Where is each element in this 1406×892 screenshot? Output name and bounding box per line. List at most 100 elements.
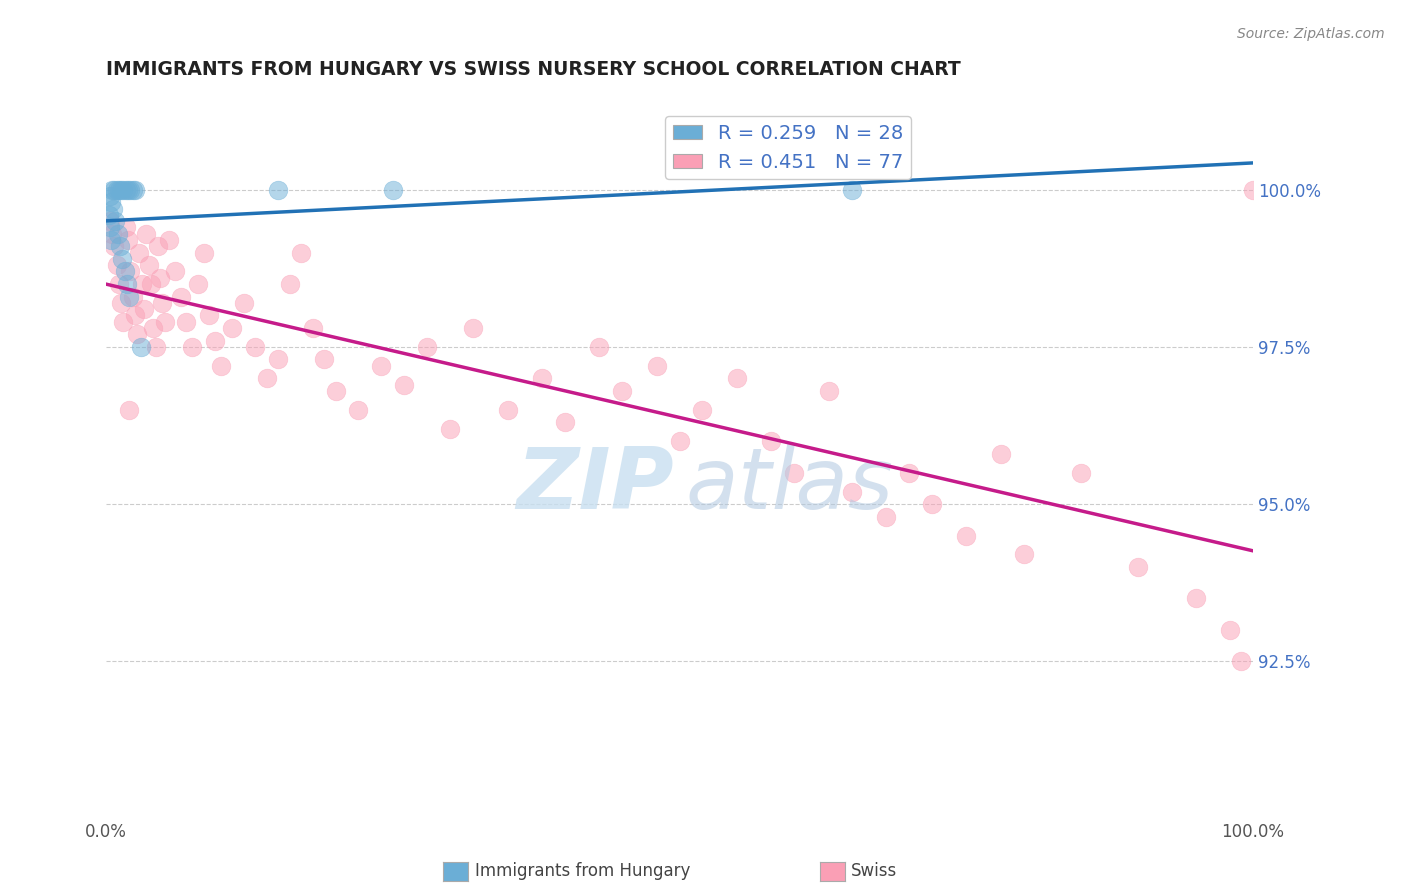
Point bbox=[105, 258, 128, 272]
Point bbox=[204, 334, 226, 348]
Point bbox=[990, 447, 1012, 461]
Point bbox=[381, 183, 404, 197]
Point bbox=[111, 252, 134, 266]
Point bbox=[157, 233, 180, 247]
Text: Source: ZipAtlas.com: Source: ZipAtlas.com bbox=[1237, 27, 1385, 41]
Point bbox=[103, 183, 125, 197]
Point bbox=[101, 202, 124, 216]
Point bbox=[97, 208, 120, 222]
Point bbox=[897, 466, 920, 480]
Point bbox=[290, 245, 312, 260]
Point bbox=[114, 183, 136, 197]
Point bbox=[1184, 591, 1206, 606]
Point bbox=[124, 309, 146, 323]
Point bbox=[256, 371, 278, 385]
Point bbox=[101, 183, 124, 197]
Point bbox=[146, 239, 169, 253]
Point bbox=[114, 264, 136, 278]
Point bbox=[129, 340, 152, 354]
Point bbox=[554, 416, 576, 430]
Point bbox=[588, 340, 610, 354]
Point bbox=[841, 484, 863, 499]
Point bbox=[98, 189, 121, 203]
Point bbox=[176, 315, 198, 329]
Point bbox=[1128, 560, 1150, 574]
Point bbox=[131, 277, 153, 291]
Point bbox=[108, 183, 131, 197]
Point bbox=[301, 321, 323, 335]
Point bbox=[612, 384, 634, 398]
Point bbox=[110, 183, 132, 197]
Point bbox=[100, 233, 122, 247]
Point bbox=[112, 183, 135, 197]
Point bbox=[692, 402, 714, 417]
Point bbox=[370, 359, 392, 373]
Point bbox=[100, 195, 122, 210]
Point bbox=[127, 327, 149, 342]
Point bbox=[98, 220, 121, 235]
Point bbox=[645, 359, 668, 373]
Point bbox=[105, 183, 128, 197]
Point bbox=[1241, 183, 1264, 197]
Point bbox=[108, 277, 131, 291]
Point bbox=[145, 340, 167, 354]
Point bbox=[463, 321, 485, 335]
Point bbox=[124, 183, 146, 197]
Point bbox=[104, 214, 127, 228]
Point bbox=[163, 264, 186, 278]
Point bbox=[1230, 654, 1253, 668]
Point bbox=[668, 434, 690, 449]
Point bbox=[170, 290, 193, 304]
Point bbox=[117, 183, 139, 197]
Point bbox=[267, 183, 290, 197]
Text: ZIP: ZIP bbox=[516, 444, 673, 527]
Point bbox=[209, 359, 232, 373]
Point bbox=[875, 509, 897, 524]
Point bbox=[761, 434, 783, 449]
Point bbox=[107, 227, 129, 241]
Point bbox=[416, 340, 439, 354]
Text: atlas: atlas bbox=[685, 444, 893, 527]
Text: IMMIGRANTS FROM HUNGARY VS SWISS NURSERY SCHOOL CORRELATION CHART: IMMIGRANTS FROM HUNGARY VS SWISS NURSERY… bbox=[107, 60, 960, 78]
Point bbox=[120, 264, 142, 278]
Point bbox=[101, 227, 124, 241]
Point bbox=[921, 497, 943, 511]
Point bbox=[121, 290, 143, 304]
Point bbox=[138, 258, 160, 272]
Point bbox=[394, 377, 416, 392]
Point bbox=[245, 340, 267, 354]
Point bbox=[232, 296, 254, 310]
Point bbox=[98, 214, 121, 228]
Point bbox=[198, 309, 221, 323]
Point bbox=[439, 422, 461, 436]
Point bbox=[114, 220, 136, 235]
Point bbox=[112, 315, 135, 329]
Point bbox=[132, 302, 155, 317]
Point bbox=[267, 352, 290, 367]
Text: Immigrants from Hungary: Immigrants from Hungary bbox=[475, 863, 690, 880]
Point bbox=[841, 183, 863, 197]
Point bbox=[181, 340, 204, 354]
Point bbox=[118, 402, 141, 417]
Point bbox=[135, 227, 157, 241]
Point bbox=[1219, 623, 1241, 637]
Point bbox=[817, 384, 839, 398]
Point bbox=[783, 466, 806, 480]
Point bbox=[121, 183, 143, 197]
Legend: R = 0.259   N = 28, R = 0.451   N = 77: R = 0.259 N = 28, R = 0.451 N = 77 bbox=[665, 116, 911, 179]
Point bbox=[108, 239, 131, 253]
Point bbox=[325, 384, 347, 398]
Point bbox=[110, 296, 132, 310]
Point bbox=[153, 315, 176, 329]
Point bbox=[152, 296, 174, 310]
Point bbox=[496, 402, 519, 417]
Point bbox=[115, 277, 138, 291]
Point bbox=[193, 245, 215, 260]
Point bbox=[187, 277, 209, 291]
Point bbox=[955, 528, 977, 542]
Point bbox=[120, 183, 142, 197]
Point bbox=[347, 402, 370, 417]
Point bbox=[142, 321, 165, 335]
Text: Swiss: Swiss bbox=[851, 863, 897, 880]
Point bbox=[221, 321, 243, 335]
